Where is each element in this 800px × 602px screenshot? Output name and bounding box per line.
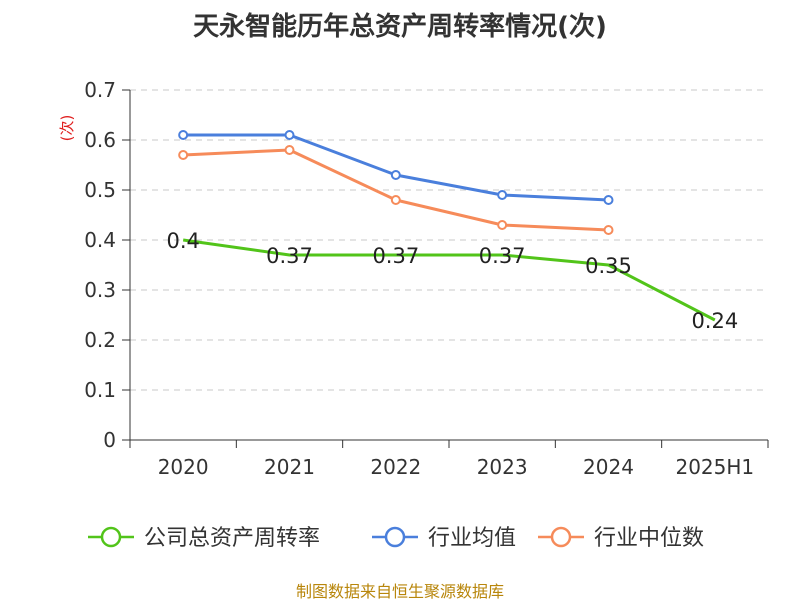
y-axis-label: (次)	[58, 115, 76, 142]
y-tick-label: 0.4	[84, 228, 116, 252]
legend-item: 行业中位数	[538, 526, 704, 551]
data-label: 0.37	[372, 244, 419, 268]
legend-marker	[100, 526, 122, 548]
legend-item: 行业均值	[372, 526, 516, 551]
y-tick-label: 0	[103, 428, 116, 452]
data-point	[284, 130, 295, 140]
chart-title: 天永智能历年总资产周转率情况(次)	[193, 12, 607, 42]
legend-label: 行业中位数	[594, 526, 704, 551]
data-label: 0.4	[166, 229, 199, 253]
legend-marker	[550, 526, 572, 548]
x-tick-label: 2021	[264, 455, 315, 479]
data-point	[603, 195, 614, 205]
x-tick-label: 2025H1	[675, 455, 754, 479]
grid-lines	[130, 89, 768, 391]
legend-marker	[384, 526, 406, 548]
x-tick-label: 2023	[477, 455, 528, 479]
y-tick-label: 0.2	[84, 328, 116, 352]
series-2	[178, 130, 614, 205]
x-tick-label: 2020	[158, 455, 209, 479]
data-point	[390, 170, 401, 180]
series-group	[178, 130, 716, 322]
y-tick-label: 0.3	[84, 278, 116, 302]
data-label: 0.37	[266, 244, 313, 268]
x-tick-label: 2024	[583, 455, 634, 479]
data-point	[178, 130, 189, 140]
data-label: 0.37	[479, 244, 526, 268]
legend-label: 公司总资产周转率	[144, 526, 320, 551]
legend-item: 公司总资产周转率	[88, 526, 320, 551]
y-tick-label: 0.6	[84, 128, 116, 152]
x-tick-labels: 2020 2021 2022 2023 2024 2025H1	[158, 455, 754, 479]
series-line	[182, 238, 716, 322]
data-labels: 0.4 0.37 0.37 0.37 0.35 0.24	[166, 229, 738, 333]
data-point	[178, 150, 189, 160]
legend: 公司总资产周转率 行业均值 行业中位数	[88, 526, 704, 551]
y-tick-label: 0.7	[84, 78, 116, 102]
source-note: 制图数据来自恒生聚源数据库	[295, 582, 504, 601]
axes	[122, 89, 769, 448]
data-label: 0.35	[585, 254, 632, 278]
legend-label: 行业均值	[428, 526, 516, 551]
y-tick-label: 0.1	[84, 378, 116, 402]
data-point	[497, 190, 508, 200]
y-tick-label: 0.5	[84, 178, 116, 202]
data-point	[603, 225, 614, 235]
data-point	[497, 220, 508, 230]
series-3	[178, 145, 614, 235]
x-tick-label: 2022	[370, 455, 421, 479]
y-tick-labels: 0 0.1 0.2 0.3 0.4 0.5 0.6 0.7	[84, 78, 116, 452]
data-point	[284, 145, 295, 155]
series-1	[182, 238, 716, 322]
data-point	[390, 195, 401, 205]
data-label: 0.24	[691, 309, 738, 333]
